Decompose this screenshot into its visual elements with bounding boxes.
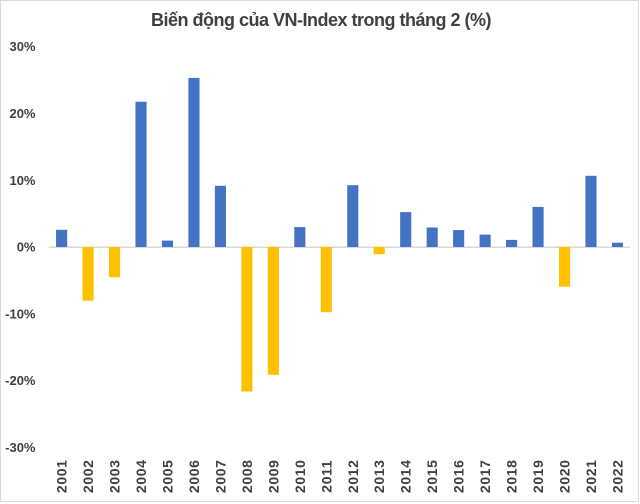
svg-text:2017: 2017 [477,460,493,494]
svg-text:2010: 2010 [292,460,308,494]
svg-text:2011: 2011 [318,460,334,493]
svg-text:2015: 2015 [424,460,440,494]
svg-text:2012: 2012 [345,460,361,494]
svg-text:2021: 2021 [583,460,599,494]
svg-text:2016: 2016 [451,460,467,494]
svg-text:2018: 2018 [504,460,520,494]
svg-text:2013: 2013 [371,460,387,494]
svg-text:-10%: -10% [5,306,36,321]
svg-text:2004: 2004 [133,460,149,494]
svg-text:10%: 10% [9,173,35,188]
svg-text:2019: 2019 [530,460,546,494]
svg-text:30%: 30% [9,39,35,54]
svg-text:2006: 2006 [186,460,202,494]
svg-text:-20%: -20% [5,373,36,388]
svg-text:2020: 2020 [557,460,573,494]
svg-text:2005: 2005 [159,460,175,494]
svg-text:2001: 2001 [54,460,70,494]
svg-text:20%: 20% [9,106,35,121]
svg-text:0%: 0% [17,240,36,255]
svg-text:2007: 2007 [212,460,228,494]
svg-text:2014: 2014 [398,460,414,494]
svg-text:2009: 2009 [265,460,281,494]
svg-text:2022: 2022 [609,460,625,494]
svg-text:2008: 2008 [239,460,255,494]
svg-text:-30%: -30% [5,440,36,455]
svg-text:Biến động của VN-Index trong t: Biến động của VN-Index trong tháng 2 (%) [151,10,492,30]
svg-text:2003: 2003 [107,460,123,494]
svg-text:2002: 2002 [80,460,96,494]
